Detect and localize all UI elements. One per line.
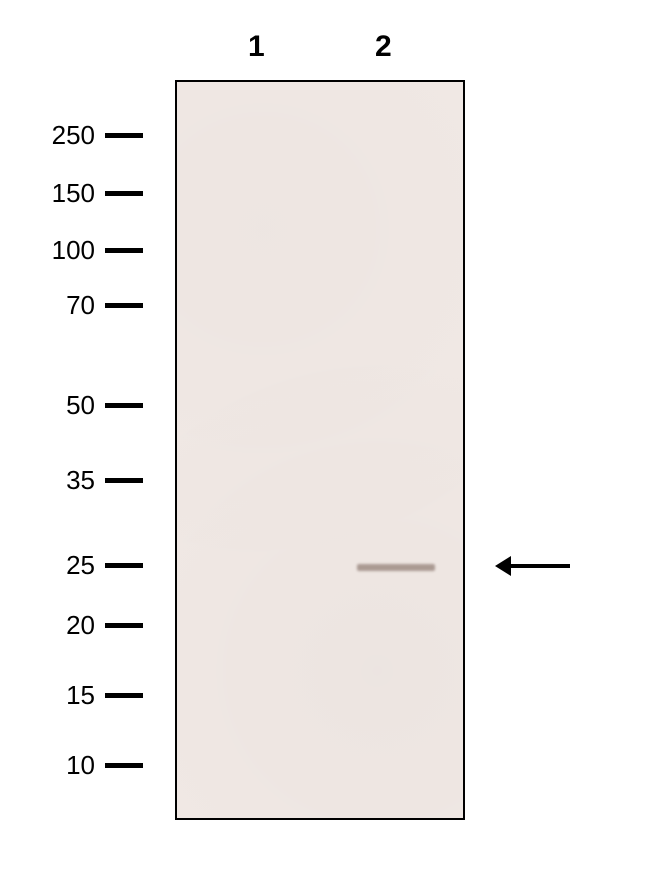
arrow-shaft (511, 564, 570, 568)
band-indicator-arrow (0, 0, 650, 870)
arrow-head-icon (495, 556, 511, 576)
